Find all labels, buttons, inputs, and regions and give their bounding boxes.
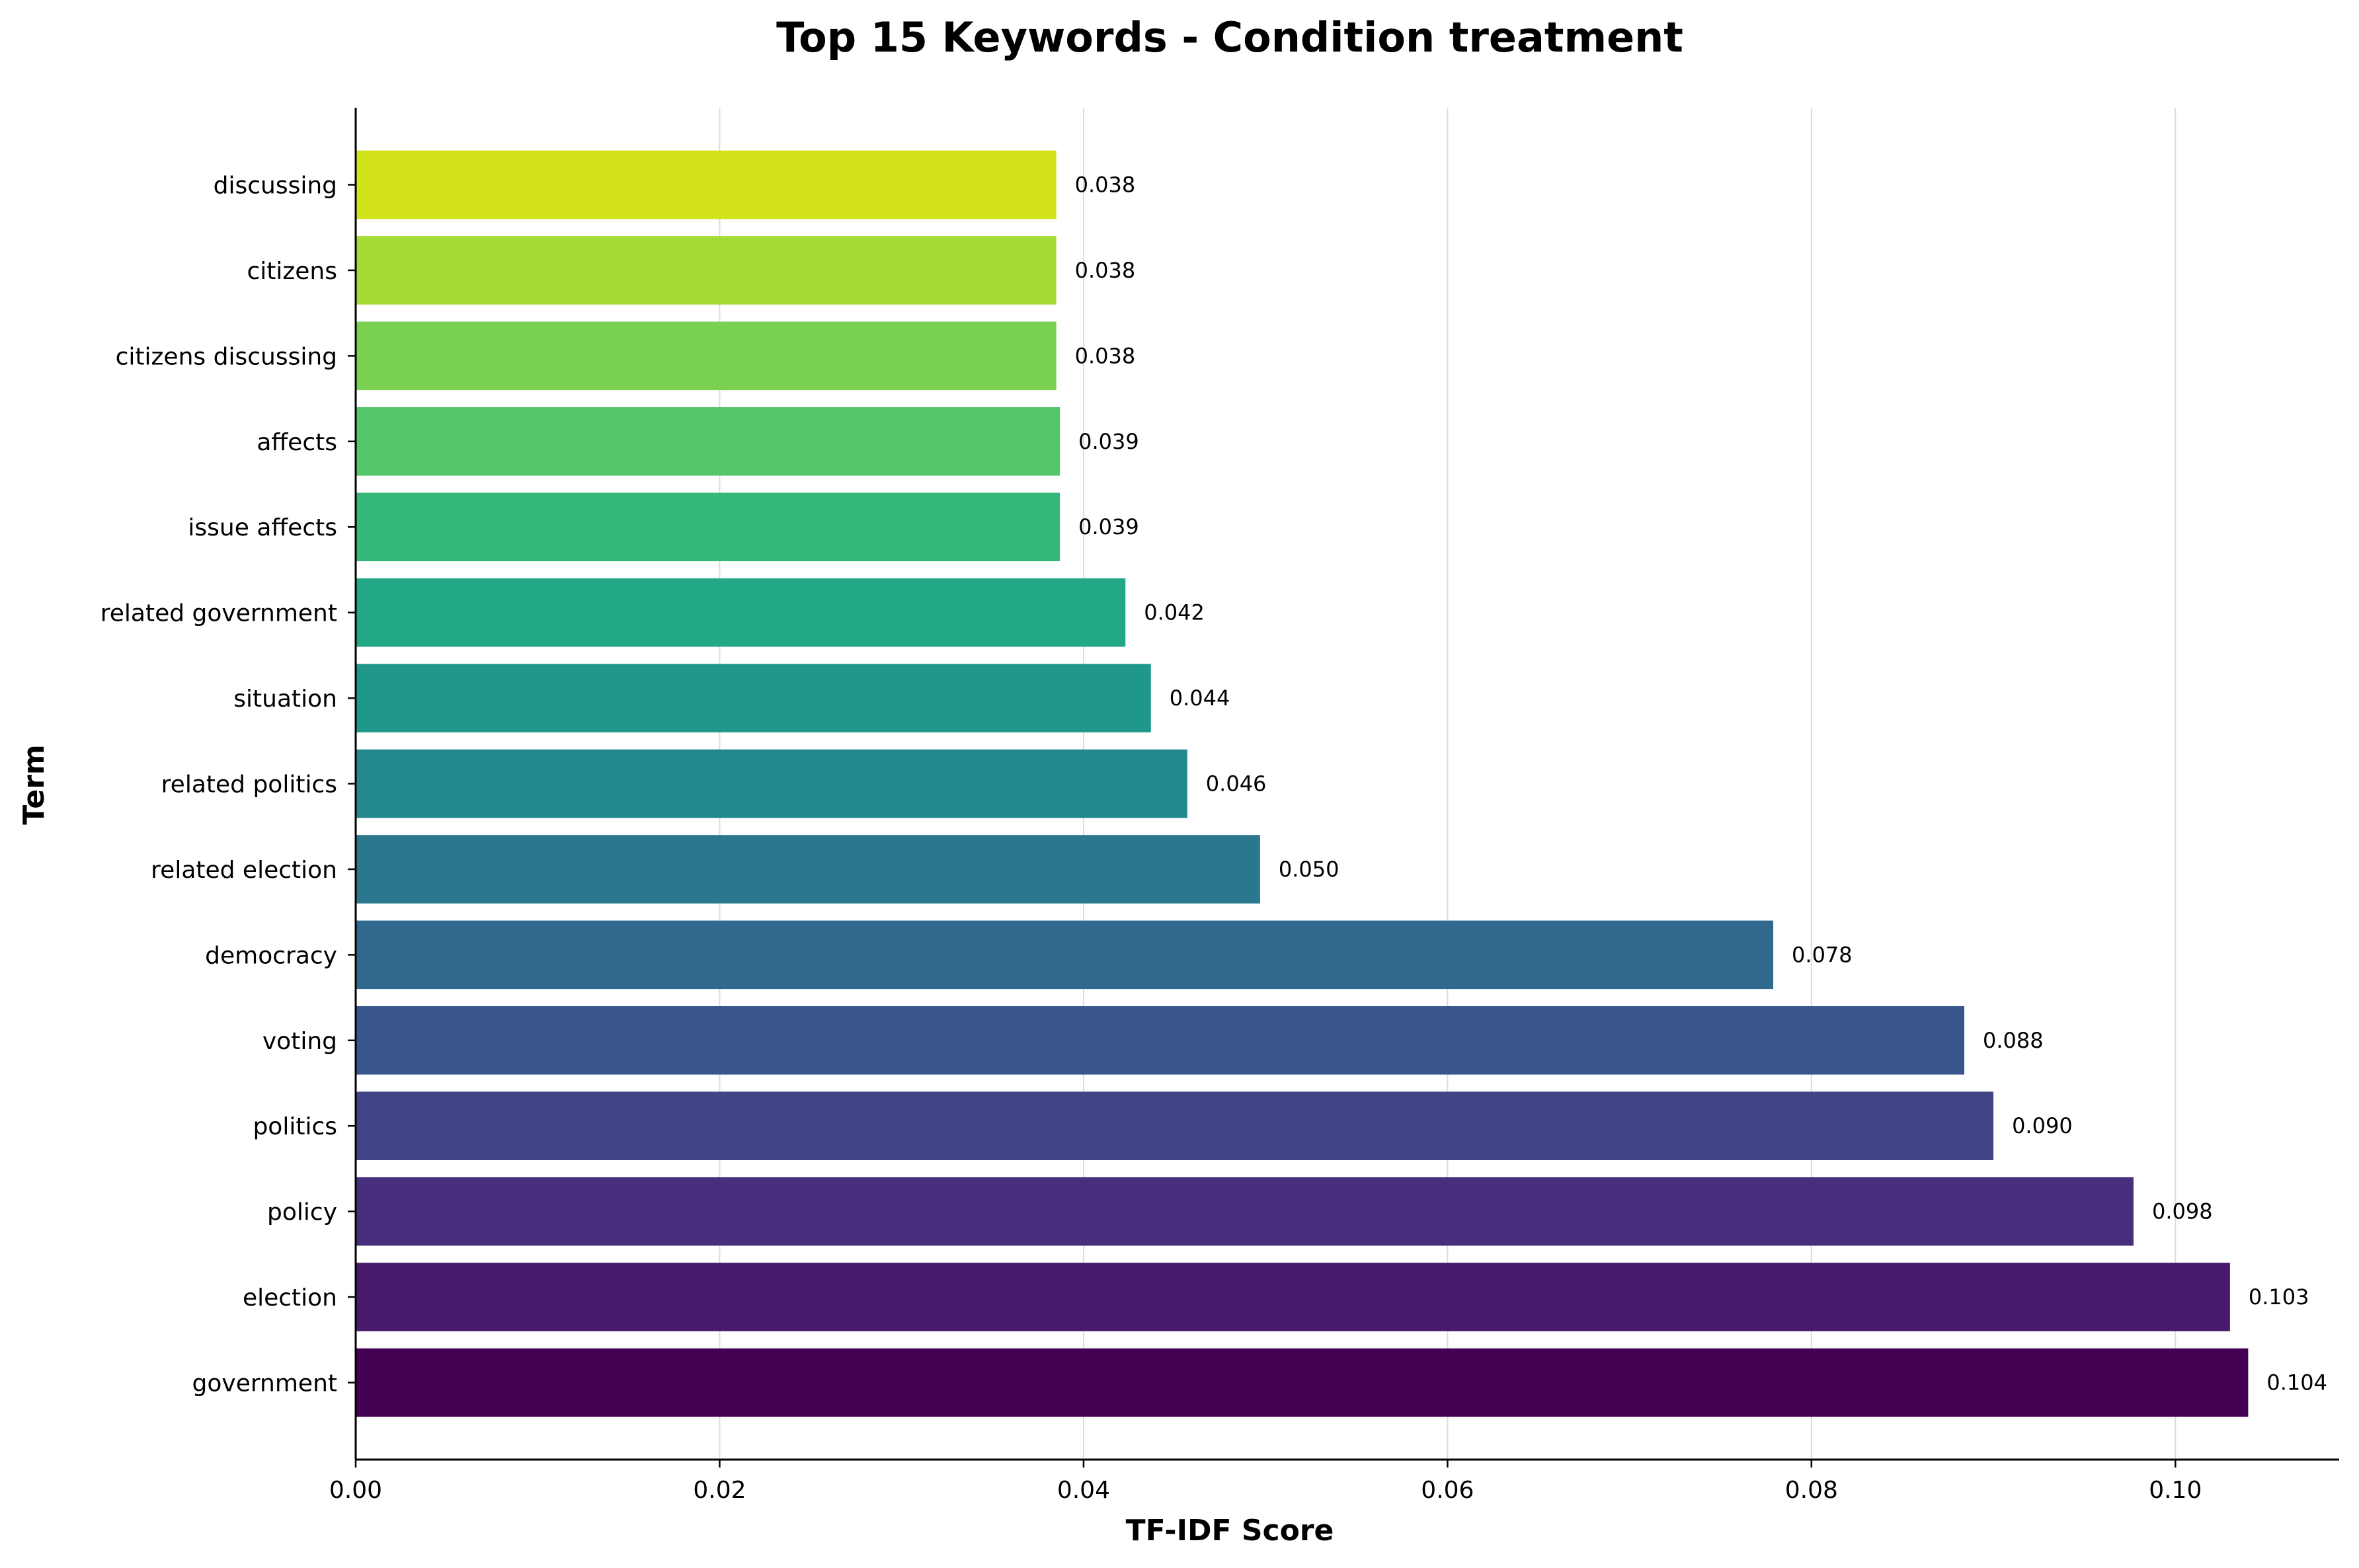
axes: 0.00 0.02 0.04 0.06 0.08 0.10 government electi… <box>100 108 2339 1504</box>
bar-value-label: 0.078 <box>1792 942 1853 967</box>
bar-value-label: 0.090 <box>2012 1113 2073 1138</box>
bar-value-label: 0.046 <box>1206 771 1267 797</box>
y-tick-label: related government <box>100 600 337 627</box>
bar <box>356 321 1057 391</box>
y-tick-label: politics <box>253 1113 337 1140</box>
y-tick-label: voting <box>262 1028 337 1055</box>
bar <box>356 492 1060 561</box>
bar-value-label: 0.039 <box>1078 514 1139 539</box>
bar-value-label: 0.038 <box>1075 172 1136 197</box>
x-tick-label: 0.04 <box>1057 1477 1110 1504</box>
bar <box>356 1006 1965 1075</box>
bar-value-label: 0.042 <box>1144 600 1205 625</box>
chart-title: Top 15 Keywords - Condition treatment <box>776 13 1683 61</box>
y-tick-label: situation <box>233 686 337 713</box>
bar-value-label: 0.039 <box>1078 429 1139 454</box>
y-axis-title: Term <box>17 744 51 825</box>
y-tick-label: discussing <box>214 172 337 199</box>
bar <box>356 578 1126 647</box>
bar <box>356 1177 2134 1246</box>
bar <box>356 749 1187 818</box>
bar-value-label: 0.104 <box>2266 1370 2327 1395</box>
bar <box>356 1348 2249 1417</box>
bar-value-label: 0.044 <box>1170 686 1230 711</box>
x-axis-title: TF-IDF Score <box>1126 1514 1334 1548</box>
bar-value-label: 0.050 <box>1279 857 1339 882</box>
bar-value-label: 0.098 <box>2152 1199 2213 1224</box>
bar <box>356 150 1057 219</box>
y-tick-label: citizens <box>247 258 337 285</box>
bar <box>356 236 1057 305</box>
y-tick-label: related politics <box>161 771 337 799</box>
x-tick-label: 0.10 <box>2149 1477 2202 1504</box>
x-tick-label: 0.08 <box>1785 1477 1838 1504</box>
y-tick-label: related election <box>151 857 337 884</box>
bar-value-label: 0.088 <box>1983 1028 2044 1053</box>
y-tick-label: citizens discussing <box>116 343 337 370</box>
y-tick-label: election <box>243 1284 337 1312</box>
x-tick-label: 0.00 <box>329 1477 382 1504</box>
bar <box>356 664 1151 732</box>
bars: 0.104 0.103 0.098 0.090 0.088 0.078 0.050 0.046… <box>356 150 2327 1417</box>
x-tick-label: 0.02 <box>693 1477 746 1504</box>
y-tick-label: affects <box>257 429 337 456</box>
y-tick-label: government <box>192 1370 337 1397</box>
bar-value-label: 0.038 <box>1075 258 1136 283</box>
y-tick-label: policy <box>267 1199 337 1226</box>
bar <box>356 407 1060 476</box>
bar <box>356 835 1260 904</box>
bar-value-label: 0.038 <box>1075 343 1136 368</box>
bar <box>356 1091 1994 1160</box>
bar <box>356 920 1774 990</box>
y-tick-label: issue affects <box>188 514 337 541</box>
y-tick-label: democracy <box>205 942 337 969</box>
x-tick-label: 0.06 <box>1421 1477 1474 1504</box>
bar <box>356 1263 2230 1331</box>
bar-value-label: 0.103 <box>2249 1284 2309 1310</box>
